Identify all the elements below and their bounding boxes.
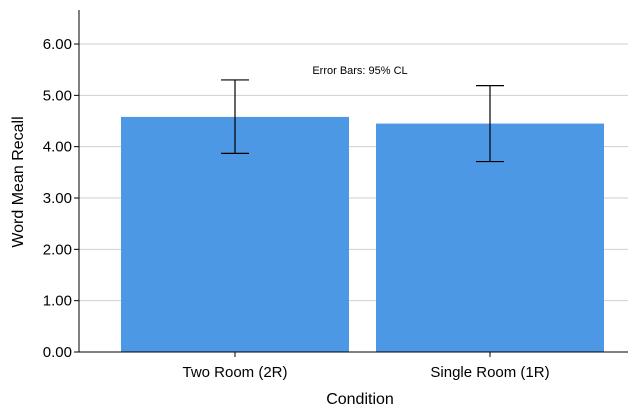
y-axis-title: Word Mean Recall: [10, 116, 27, 247]
bar: [121, 116, 349, 352]
y-tick-label: 2.00: [43, 241, 72, 258]
x-tick-labels: Two Room (2R) Single Room (1R): [182, 352, 550, 381]
y-tick-label: 6.00: [43, 36, 72, 53]
y-tick-label: 0.00: [43, 344, 72, 361]
error-bars: [221, 79, 504, 163]
y-tick-label: 3.00: [43, 190, 72, 207]
bars: [121, 116, 604, 352]
y-tick-label: 4.00: [43, 139, 72, 156]
x-tick-label: Two Room (2R): [182, 364, 287, 381]
y-tick-label: 5.00: [43, 87, 72, 104]
x-tick-label: Single Room (1R): [430, 364, 549, 381]
x-axis-title: Condition: [326, 391, 394, 407]
y-tick-label: 1.00: [43, 293, 72, 310]
axes: [78, 10, 628, 353]
y-tick-labels: 0.00 1.00 2.00 3.00 4.00 5.00 6.00: [43, 36, 79, 361]
annotation-error-bars: Error Bars: 95% CL: [312, 65, 407, 77]
